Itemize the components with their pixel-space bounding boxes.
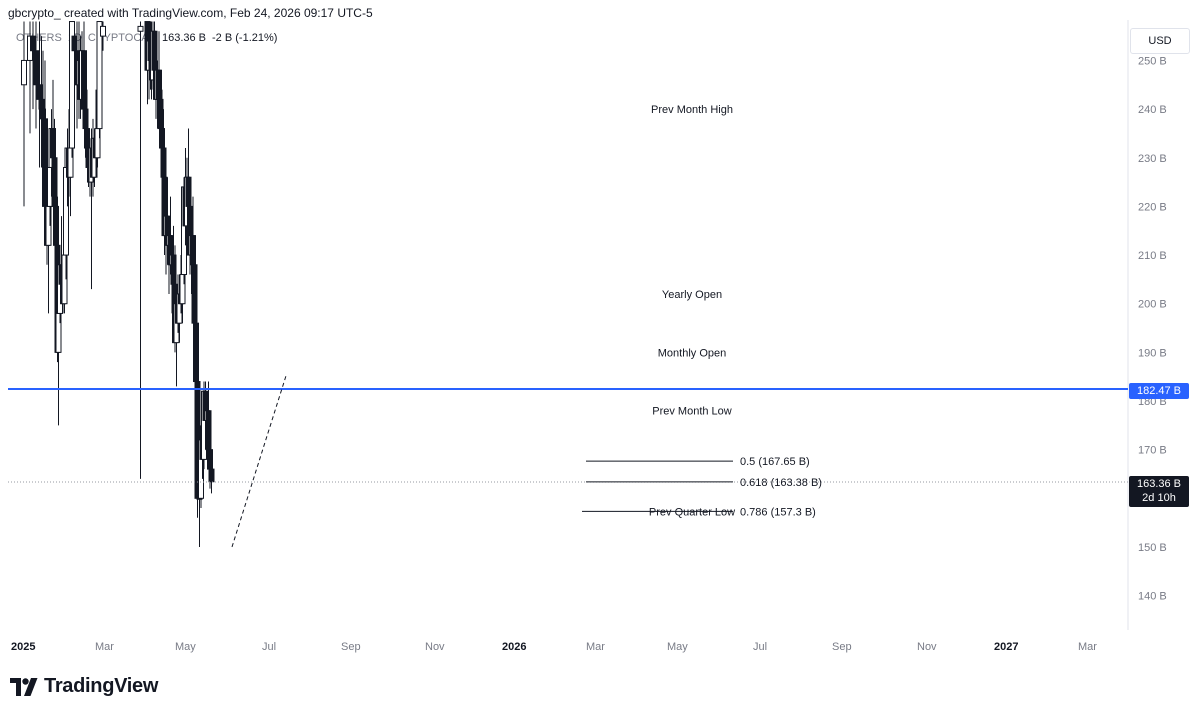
current-price-value: 163.36 B (1136, 478, 1182, 490)
candles (21, 21, 215, 547)
drawings: 0.5 (167.65 B) 0.618 (163.38 B) 0.786 (157… (8, 104, 1128, 548)
time-tick-label: Sep (832, 641, 852, 653)
annotation-label: Monthly Open (658, 347, 726, 359)
price-tick-label: 140 B (1138, 591, 1167, 603)
time-tick-label: Mar (586, 641, 605, 653)
fib-level-label: 0.5 (167.65 B) (740, 456, 810, 468)
tradingview-wordmark: TradingView (44, 675, 159, 697)
candle (100, 21, 106, 51)
time-tick-label: Nov (425, 641, 445, 653)
currency-selector[interactable]: USD (1130, 28, 1190, 54)
price-tick-label: 190 B (1138, 347, 1167, 359)
time-tick-label: Jul (262, 641, 276, 653)
annotation-label: Prev Month High (651, 104, 733, 116)
legend-value: 163.36 B (161, 32, 207, 44)
price-tick-label: 220 B (1138, 201, 1167, 213)
time-tick-label: Jul (753, 641, 767, 653)
fib-level-label: 0.618 (163.38 B) (740, 477, 822, 489)
candle (137, 21, 144, 479)
price-tick-label: 240 B (1138, 104, 1167, 116)
bar-countdown: 2d 10h (1142, 492, 1176, 504)
candle (96, 21, 103, 139)
tradingview-logo-icon (10, 677, 38, 696)
price-tick-label: 170 B (1138, 445, 1167, 457)
fib-level-label: 0.786 (157.3 B) (740, 506, 816, 518)
horizontal-line-price-tag: 182.47 B (1129, 383, 1189, 399)
price-tick-label: 150 B (1138, 542, 1167, 554)
time-tick-label: Nov (917, 641, 937, 653)
time-tick-label: Mar (95, 641, 114, 653)
price-axis[interactable]: 250 B 240 B 230 B 220 B 210 B 200 B 190 B 180 B… (1138, 55, 1167, 602)
time-tick-label: Sep (341, 641, 361, 653)
time-tick-label: 2026 (502, 641, 526, 653)
time-tick-label: 2027 (994, 641, 1018, 653)
price-tick-label: 230 B (1138, 153, 1167, 165)
annotation-label: Prev Quarter Low (649, 506, 735, 518)
time-tick-label: 2025 (11, 641, 35, 653)
tradingview-logo: TradingView (10, 675, 158, 698)
candle (208, 459, 215, 494)
time-tick-label: May (667, 641, 688, 653)
chart-caption: gbcrypto_ created with TradingView.com, … (8, 6, 373, 20)
price-tick-label: 250 B (1138, 55, 1167, 67)
time-tick-label: May (175, 641, 196, 653)
trend-line[interactable] (231, 374, 287, 548)
time-tick-label: Mar (1078, 641, 1097, 653)
price-tick-label: 180 B (1138, 396, 1167, 408)
annotation-label: Prev Month Low (652, 406, 732, 418)
current-price-tag: 163.36 B 2d 10h (1129, 476, 1189, 507)
price-tick-label: 200 B (1138, 299, 1167, 311)
legend-change: -2 B (-1.21%) (212, 32, 278, 44)
annotation-label: Yearly Open (662, 289, 722, 301)
price-tick-label: 210 B (1138, 250, 1167, 262)
time-axis[interactable]: 2025 Mar May Jul Sep Nov 2026 Mar May Jul Sep Nov 20… (11, 641, 1097, 653)
candle (33, 21, 39, 129)
candle (21, 21, 27, 207)
